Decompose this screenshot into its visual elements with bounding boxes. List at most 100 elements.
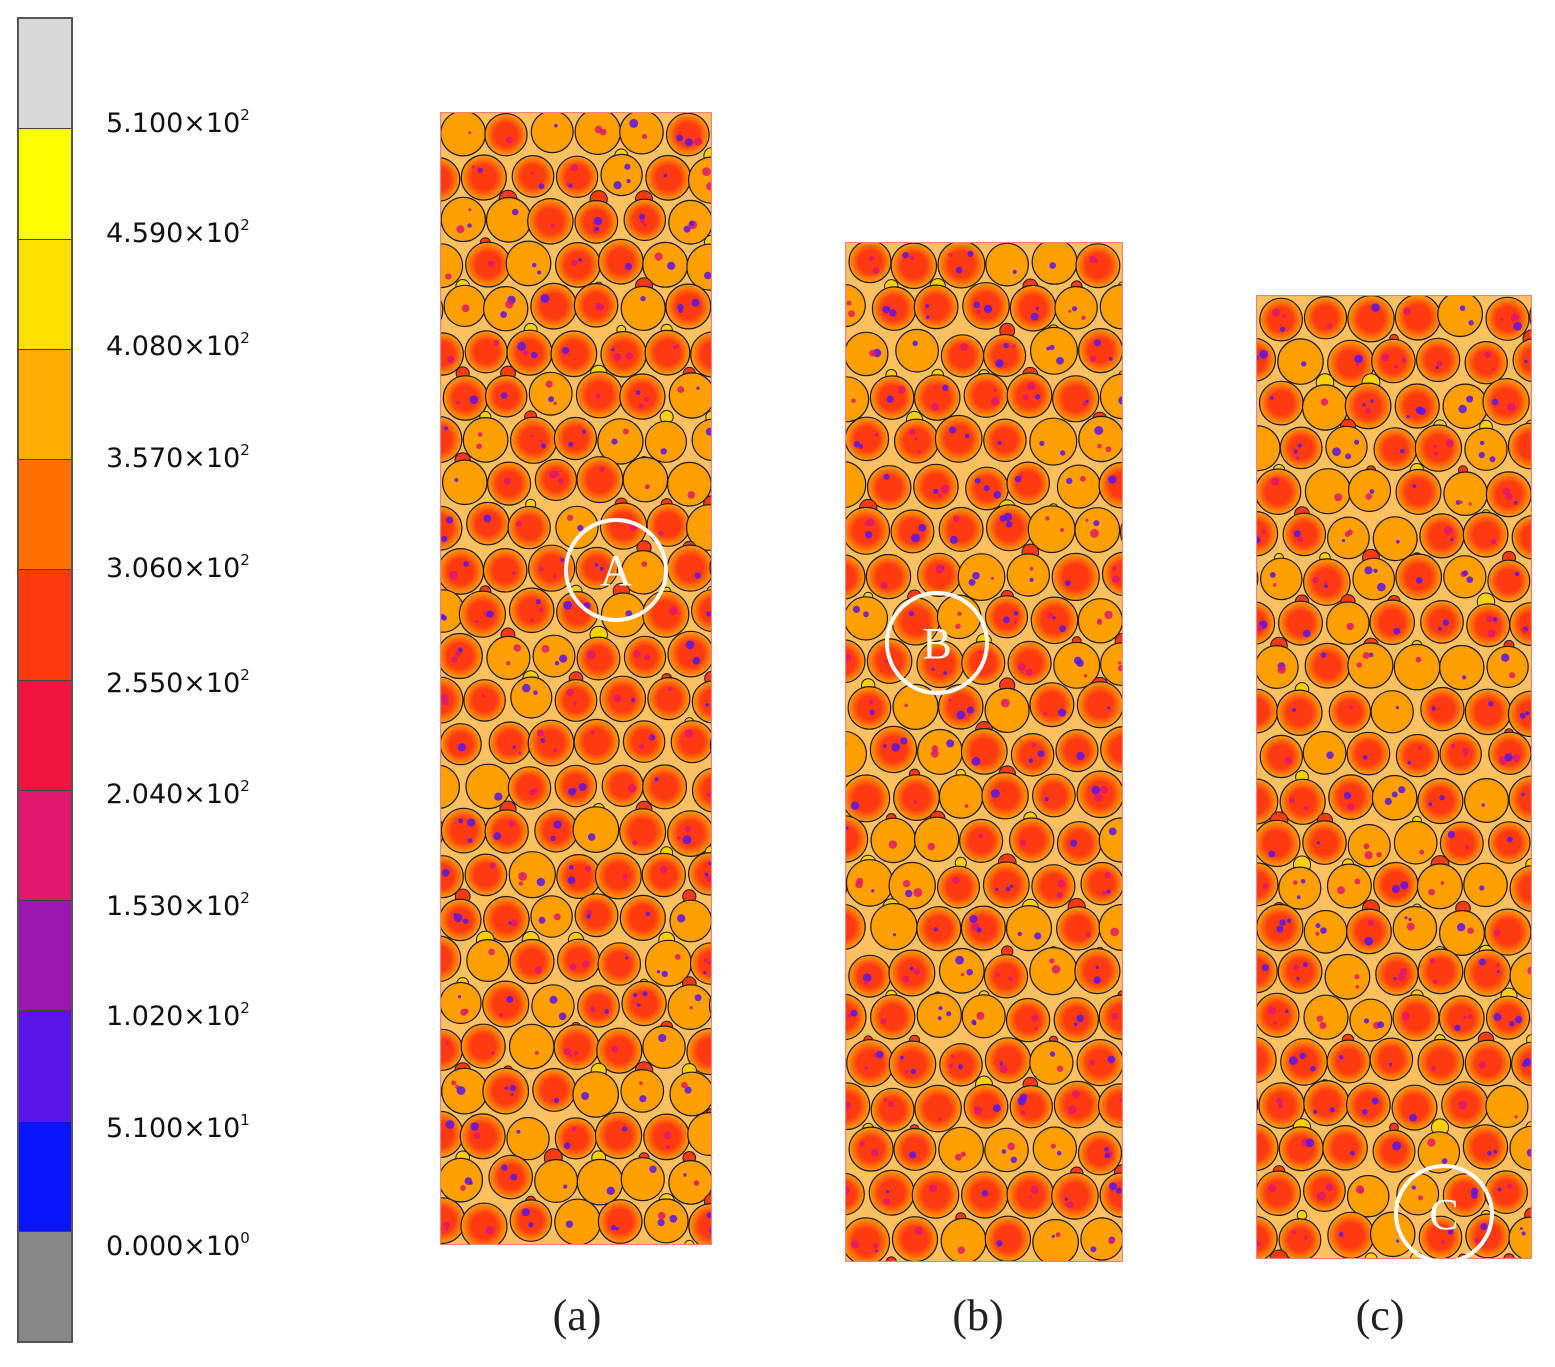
particle (600, 331, 648, 378)
tick-mantissa: 4.080 (106, 331, 184, 362)
particle (1279, 426, 1323, 470)
particle (1371, 338, 1416, 384)
marker-a: A (564, 518, 668, 622)
particle (983, 954, 1029, 999)
particle (1055, 906, 1101, 951)
particle (1259, 297, 1303, 342)
particle (1030, 326, 1079, 375)
particle (550, 330, 598, 378)
particle (647, 676, 691, 721)
particle (486, 635, 531, 681)
particle (1439, 644, 1485, 691)
particle (938, 1126, 985, 1173)
particle (888, 1040, 937, 1089)
particle (509, 416, 558, 464)
particle (597, 418, 644, 465)
particle (1438, 995, 1485, 1042)
particle (1256, 337, 1276, 382)
particle (1419, 513, 1465, 559)
particle (597, 942, 642, 986)
particle (1488, 731, 1532, 775)
particle (913, 463, 959, 510)
particle (620, 285, 666, 331)
small-particle (684, 1239, 695, 1245)
particle (916, 992, 963, 1038)
particle (1029, 417, 1078, 466)
particle (1078, 415, 1123, 463)
particle (1394, 295, 1442, 341)
particle (1029, 1040, 1074, 1085)
particle (937, 242, 986, 289)
particle (1278, 1126, 1324, 1172)
particle (1347, 823, 1391, 868)
tick-mantissa: 4.590 (106, 218, 184, 249)
particle (669, 899, 712, 943)
particle (845, 376, 870, 423)
particle (960, 728, 1008, 775)
particle (666, 544, 712, 592)
particle (870, 994, 916, 1040)
particle (553, 1024, 600, 1070)
particle (1511, 514, 1532, 560)
marker-circle (1394, 1164, 1494, 1259)
particle (1417, 1038, 1465, 1086)
particle (1373, 427, 1418, 472)
tick-times-ten: ×10 (183, 1113, 241, 1144)
particle (984, 1215, 1032, 1262)
particle (440, 415, 463, 464)
particle (641, 852, 686, 898)
colorbar-tick-label: 3.060×102 (106, 540, 250, 584)
particle (1391, 1084, 1438, 1131)
particle (1414, 424, 1463, 472)
particle (483, 895, 530, 943)
particle (1077, 1131, 1123, 1176)
colorbar-segment (19, 1121, 71, 1232)
particle (1508, 775, 1532, 823)
particle (441, 1067, 488, 1115)
particle (622, 456, 669, 503)
particle (619, 373, 666, 420)
particle (938, 774, 984, 819)
particle (913, 816, 960, 863)
particle (1508, 1216, 1532, 1259)
particle (1074, 507, 1121, 553)
colorbar-tick-label: 5.100×102 (106, 95, 250, 139)
tick-times-ten: ×10 (183, 891, 241, 922)
particle (441, 459, 488, 506)
particle (440, 855, 464, 899)
particle (845, 506, 891, 555)
particle (669, 1071, 712, 1117)
particle (1395, 553, 1443, 601)
particle (691, 680, 712, 724)
particle-panel-b: B (845, 242, 1123, 1262)
particle (619, 808, 667, 856)
colorbar-segment (19, 901, 71, 1012)
particle (866, 465, 912, 510)
particle (1277, 949, 1323, 994)
particle (1031, 242, 1078, 285)
particle (870, 1087, 915, 1132)
particle (460, 1023, 506, 1069)
particle (1347, 468, 1392, 512)
particle (1464, 1039, 1512, 1087)
particle (982, 861, 1030, 909)
particle (555, 505, 599, 550)
particle (670, 720, 712, 764)
particle (642, 1025, 686, 1070)
particle (1417, 777, 1464, 825)
particle (1100, 726, 1123, 773)
particle (1488, 821, 1531, 864)
particle (1443, 471, 1488, 517)
particle (986, 504, 1034, 552)
particle (594, 1111, 643, 1160)
particle (1279, 778, 1326, 825)
particle (1439, 909, 1486, 956)
particle (597, 238, 644, 285)
tick-mantissa: 5.100 (106, 108, 184, 139)
particle (1327, 339, 1375, 388)
particle (508, 587, 555, 634)
particle (463, 679, 506, 722)
particle (1346, 731, 1391, 776)
particle (1322, 1124, 1368, 1171)
particle (574, 112, 622, 155)
